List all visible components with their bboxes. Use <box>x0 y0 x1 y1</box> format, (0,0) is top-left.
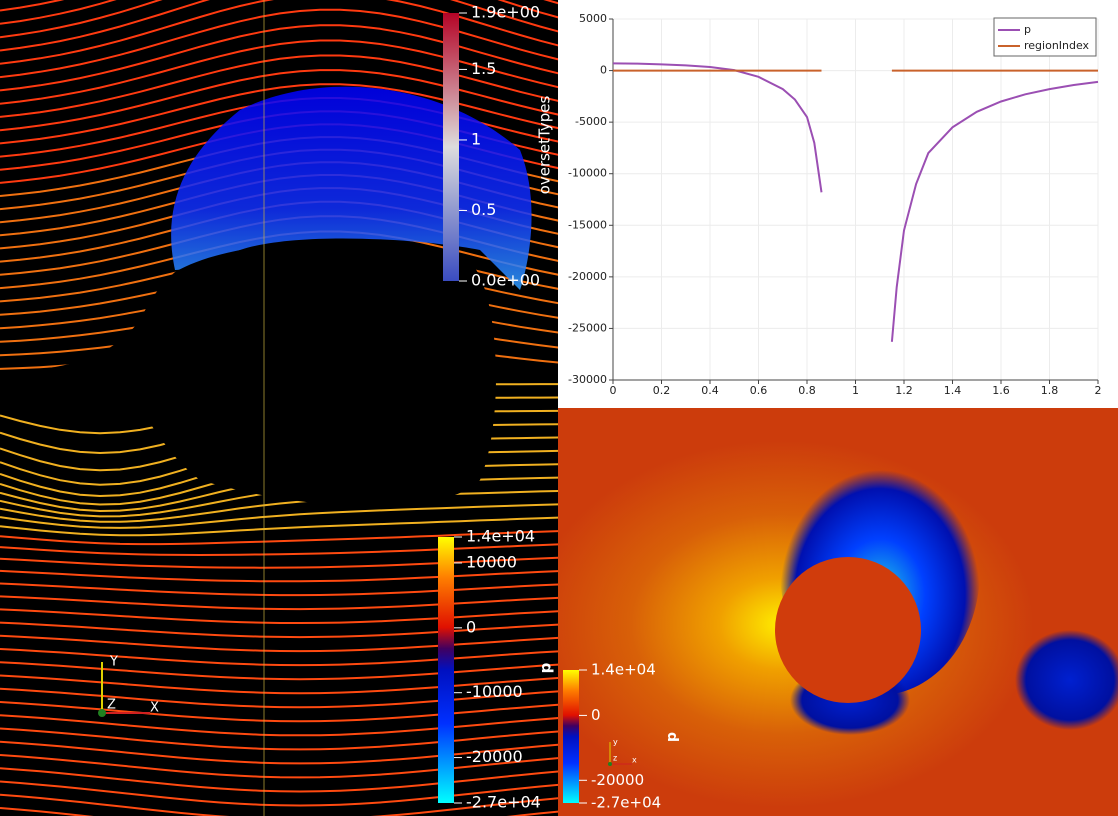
colorbar-label: 1 <box>471 129 481 148</box>
y-tick-label: -10000 <box>568 167 607 180</box>
x-tick-label: 1.6 <box>992 384 1010 397</box>
streamline <box>0 674 558 695</box>
colorbar <box>563 670 579 803</box>
cylinder <box>775 557 921 703</box>
streamline <box>0 8 558 79</box>
colorbar-label: 1.4e+04 <box>591 661 656 679</box>
colorbar-label: 0.5 <box>471 200 496 219</box>
streamline <box>0 608 558 624</box>
y-tick-label: -20000 <box>568 270 607 283</box>
x-tick-label: 1.4 <box>944 384 962 397</box>
y-tick-label: -30000 <box>568 373 607 386</box>
axes-triad <box>608 742 632 766</box>
streamline <box>0 69 558 132</box>
streamline <box>0 503 558 529</box>
low-pressure-region <box>1015 630 1118 730</box>
streamline <box>0 701 558 723</box>
streamline <box>0 489 558 523</box>
streamline <box>0 516 558 537</box>
x-tick-label: 0.8 <box>798 384 816 397</box>
colorbar-label: 10000 <box>466 552 517 571</box>
streamline <box>0 754 558 779</box>
axis-label: Y <box>109 655 118 670</box>
colorbar-label: 1.4e+04 <box>466 527 535 546</box>
line-chart-view <box>558 0 1118 408</box>
streamline <box>0 740 558 765</box>
streamline <box>0 0 558 65</box>
streamline <box>0 621 558 639</box>
streamline <box>0 0 558 25</box>
blue-band <box>171 86 532 290</box>
streamline <box>0 767 558 793</box>
axis-label: Z <box>107 698 116 713</box>
x-tick-label: 1 <box>852 384 859 397</box>
streamline <box>0 530 558 546</box>
colorbar <box>443 13 459 281</box>
axes-triad <box>98 662 150 717</box>
colorbar-label: -2.7e+04 <box>466 793 541 812</box>
axis-label: y <box>613 738 618 747</box>
x-tick-label: 0.6 <box>750 384 768 397</box>
y-tick-label: -25000 <box>568 321 607 334</box>
colorbar-label: -2.7e+04 <box>591 794 661 812</box>
streamline <box>0 727 558 751</box>
colorbar-label: -20000 <box>591 771 644 789</box>
streamline <box>0 39 558 105</box>
colorbar <box>438 537 454 803</box>
axis-label: x <box>632 756 637 765</box>
streamline <box>0 595 558 611</box>
series-line <box>612 62 1099 342</box>
y-tick-label: 0 <box>600 64 607 77</box>
colorbar-label: -20000 <box>466 747 523 766</box>
y-tick-label: 5000 <box>579 12 607 25</box>
colorbar-label: -10000 <box>466 682 523 701</box>
x-tick-label: 1.8 <box>1041 384 1059 397</box>
colorbar-title: p <box>537 662 555 673</box>
axis-label: X <box>150 701 159 716</box>
streamline <box>0 54 558 118</box>
colorbar-title: p <box>664 732 680 742</box>
streamline <box>0 24 558 92</box>
x-tick-label: 0.4 <box>701 384 719 397</box>
colorbar-title: oversetTypes <box>536 96 554 195</box>
streamline <box>0 83 558 145</box>
legend-label: p <box>1024 23 1031 36</box>
streamline <box>0 714 558 737</box>
streamline <box>0 569 558 583</box>
streamline <box>0 793 558 816</box>
axis-label: z <box>613 754 617 763</box>
colorbar-label: 1.5 <box>471 59 496 78</box>
body <box>0 242 497 507</box>
x-tick-label: 2 <box>1095 384 1102 397</box>
streamline <box>0 582 558 597</box>
streamline <box>0 0 558 39</box>
legend <box>993 17 1097 57</box>
streamline <box>0 648 558 667</box>
y-tick-label: -5000 <box>575 115 607 128</box>
x-tick-label: 0.2 <box>653 384 671 397</box>
colorbar-label: 0 <box>591 706 601 724</box>
colorbar-label: 0.0e+00 <box>471 271 540 290</box>
streamline <box>0 543 558 557</box>
streamline <box>0 780 558 807</box>
colorbar-label: 0 <box>466 617 476 636</box>
y-tick-label: -15000 <box>568 218 607 231</box>
legend-label: regionIndex <box>1024 39 1090 52</box>
x-tick-label: 0 <box>610 384 617 397</box>
streamline <box>0 661 558 681</box>
streamline <box>0 634 558 653</box>
streamline <box>0 556 558 569</box>
colorbar-label: 1.9e+00 <box>471 3 540 22</box>
streamline <box>0 0 558 52</box>
streamline <box>0 687 558 709</box>
x-tick-label: 1.2 <box>895 384 913 397</box>
